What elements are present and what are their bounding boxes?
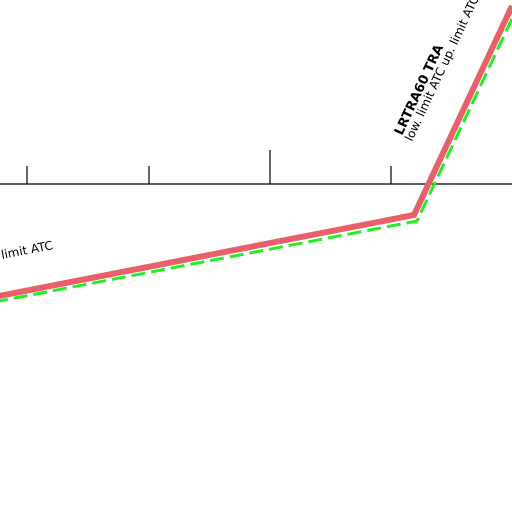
airspace-boundary[interactable] <box>0 4 512 299</box>
airspace-boundary-inner-dash <box>0 15 512 303</box>
